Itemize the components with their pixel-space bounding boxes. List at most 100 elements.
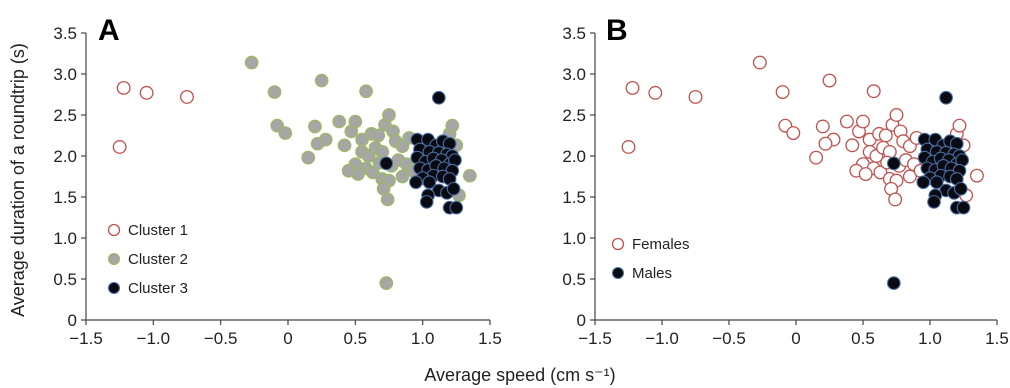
data-point xyxy=(953,181,968,196)
panel-a-chart: 0 0.5 1.0 1.5 2.0 2.5 3.0 3.5 −1.5 −1.0 −0.5 0 0.5 1.… xyxy=(53,14,501,348)
x-tick-label: −1.5 xyxy=(578,329,612,348)
data-point xyxy=(180,90,194,104)
data-point xyxy=(310,136,325,151)
x-tick-label: 0 xyxy=(283,329,292,348)
y-axis-title: Average duration of a roundtrip (s) xyxy=(8,43,28,317)
y-tick-label: 3.0 xyxy=(562,65,586,84)
data-point xyxy=(902,169,917,184)
legend-label: Cluster 3 xyxy=(128,280,188,297)
y-tick-label: 2.0 xyxy=(562,147,586,166)
data-point xyxy=(886,276,901,290)
data-point xyxy=(419,195,434,209)
x-tick-label: −0.5 xyxy=(712,329,746,348)
data-point xyxy=(348,114,363,129)
data-point xyxy=(815,119,830,134)
x-tick-label: 0.5 xyxy=(851,329,875,348)
data-point xyxy=(927,195,941,209)
legend-label: Cluster 2 xyxy=(128,251,188,268)
data-point xyxy=(621,140,636,154)
data-point xyxy=(856,114,870,129)
x-axis-title: Average speed (cm s⁻¹) xyxy=(424,365,615,385)
data-point xyxy=(462,168,477,183)
data-point xyxy=(648,85,663,100)
legend-marker xyxy=(611,237,625,251)
x-tick-label: 1.0 xyxy=(411,329,435,348)
data-point xyxy=(380,192,395,207)
data-point xyxy=(379,276,394,290)
y-tick-label: 3.5 xyxy=(562,24,586,43)
data-point xyxy=(395,169,410,184)
data-point xyxy=(939,90,953,105)
panel-b-chart: 0 0.5 1.0 1.5 2.0 2.5 3.0 3.5 −1.5 −1.0 −0.5 0 0.5 1.… xyxy=(562,14,1008,348)
legend-label: Cluster 1 xyxy=(128,222,188,239)
legend-marker xyxy=(611,266,625,280)
data-point xyxy=(889,108,904,122)
data-point xyxy=(445,118,460,133)
data-point xyxy=(431,90,446,105)
legend-label: Males xyxy=(632,265,672,282)
x-tick-label: 1.5 xyxy=(985,329,1009,348)
y-tick-label: 0 xyxy=(68,311,77,330)
y-tick-label: 0.5 xyxy=(53,270,77,289)
data-point xyxy=(301,150,316,165)
data-point xyxy=(916,175,931,190)
y-tick-label: 3.5 xyxy=(53,24,77,43)
legend-marker xyxy=(107,223,121,237)
data-point xyxy=(952,118,967,133)
data-point xyxy=(382,108,396,122)
y-tick-label: 2.5 xyxy=(53,106,77,125)
data-point xyxy=(809,150,824,165)
y-tick-label: 1.0 xyxy=(53,229,77,248)
data-point xyxy=(845,138,860,153)
data-point xyxy=(886,156,901,171)
data-point xyxy=(308,119,322,134)
data-point xyxy=(818,136,833,151)
y-tick-label: 1.0 xyxy=(562,229,586,248)
data-point xyxy=(956,200,971,215)
data-point xyxy=(365,165,380,180)
data-point xyxy=(688,90,703,104)
y-tick-label: 2.0 xyxy=(53,147,77,166)
y-tick-label: 0 xyxy=(577,311,586,330)
data-point xyxy=(822,73,837,88)
data-point xyxy=(446,181,461,196)
panel-letter: B xyxy=(606,14,628,47)
x-tick-label: −1.0 xyxy=(137,329,171,348)
x-tick-label: −1.0 xyxy=(645,329,679,348)
data-point xyxy=(267,85,282,99)
data-point xyxy=(858,167,873,181)
data-point xyxy=(873,165,888,180)
series-cluster-3 xyxy=(379,90,464,215)
x-tick-label: −1.5 xyxy=(69,329,103,348)
series-cluster-2 xyxy=(244,55,477,290)
data-point xyxy=(116,80,131,95)
data-point xyxy=(409,175,423,190)
x-tick-label: 1.0 xyxy=(918,329,942,348)
data-point xyxy=(314,73,329,88)
y-tick-label: 1.5 xyxy=(53,188,77,207)
x-tick-label: 1.5 xyxy=(478,329,502,348)
data-point xyxy=(278,126,293,140)
x-tick-label: 0 xyxy=(791,329,800,348)
series-cluster-1 xyxy=(112,80,194,154)
data-point xyxy=(866,84,881,99)
legend-marker xyxy=(107,281,121,295)
data-point xyxy=(888,192,903,207)
data-point xyxy=(839,114,854,129)
data-point xyxy=(332,114,347,129)
data-point xyxy=(139,85,154,100)
legend-marker xyxy=(107,252,121,266)
panel-letter: A xyxy=(98,14,120,47)
series-females xyxy=(621,55,984,207)
data-point xyxy=(929,175,944,190)
data-point xyxy=(379,156,394,171)
data-point xyxy=(422,175,437,190)
data-point xyxy=(449,200,464,215)
y-tick-label: 1.5 xyxy=(562,188,586,207)
data-point xyxy=(359,84,373,99)
data-point xyxy=(625,80,640,95)
data-point xyxy=(969,168,984,183)
series-males xyxy=(886,90,971,290)
legend-label: Females xyxy=(632,236,690,253)
